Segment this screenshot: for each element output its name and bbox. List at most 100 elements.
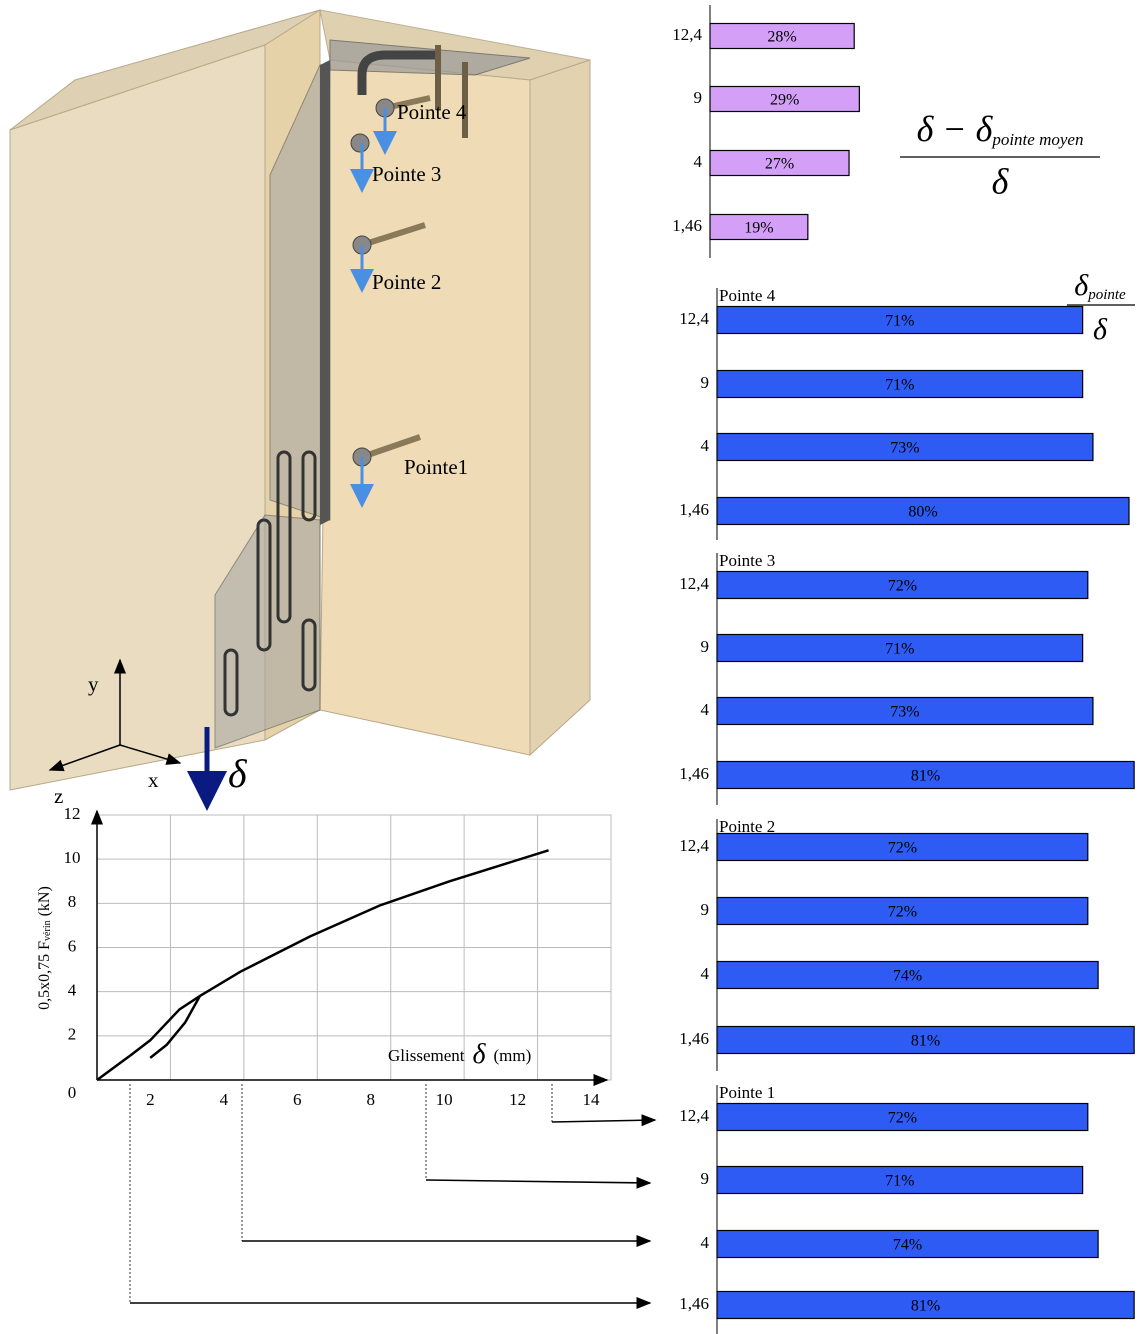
value-label: 72% [888, 904, 917, 921]
value-label: 28% [767, 29, 796, 46]
value-label: 19% [744, 220, 773, 237]
value-label: 81% [911, 1033, 940, 1050]
value-label: 74% [893, 1237, 922, 1254]
delta-symbol: δ [228, 751, 248, 796]
value-label: 72% [888, 840, 917, 857]
category-label: 9 [694, 88, 703, 107]
slot [256, 518, 272, 652]
axis-arrow [119, 744, 182, 765]
value-label: 72% [888, 1110, 917, 1127]
value-label: 81% [911, 1298, 940, 1315]
bar [716, 1290, 1135, 1320]
x-tick-label: 2 [146, 1090, 155, 1109]
category-label: 12,4 [672, 25, 702, 44]
value-label: 72% [888, 578, 917, 595]
nail [361, 434, 421, 460]
bar [709, 213, 809, 241]
value-label: 27% [765, 156, 794, 173]
nail-label: Pointe 2 [372, 270, 441, 294]
formula-numerator: δpointe [1074, 269, 1126, 304]
formula-main: δ [1074, 269, 1089, 302]
slot [276, 450, 292, 624]
guide-arrow [551, 1114, 657, 1127]
panel-title: Pointe 4 [719, 286, 776, 305]
value-label: 80% [908, 504, 937, 521]
category-label: 9 [701, 900, 710, 919]
category-label: 1,46 [679, 500, 709, 519]
y-tick-label: 4 [68, 981, 77, 1000]
y-axis-title-unit: (kN) [36, 886, 53, 916]
y-axis-title-main: 0,5x0,75 F [36, 941, 53, 1010]
value-label: 81% [911, 768, 940, 785]
axis-name: y [88, 672, 99, 696]
bar [709, 85, 860, 113]
bar [716, 1165, 1084, 1195]
value-label: 71% [885, 641, 914, 658]
bar [716, 960, 1099, 990]
nail [361, 222, 426, 248]
x-axis-title-symbol: δ [473, 1039, 487, 1070]
x-tick-label: 12 [509, 1090, 526, 1109]
category-label: 12,4 [679, 574, 709, 593]
category-label: 4 [701, 964, 710, 983]
axis-name: z [54, 784, 63, 808]
x-axis-title-main: Glissement [388, 1046, 465, 1065]
y-tick-label: 12 [64, 804, 81, 823]
value-label: 29% [770, 92, 799, 109]
category-label: 1,46 [679, 764, 709, 783]
y-axis-title-sub: vérin [42, 920, 53, 941]
slot [301, 618, 317, 692]
category-label: 9 [701, 373, 710, 392]
axis-arrow [48, 744, 121, 772]
guide-arrow [425, 1176, 652, 1189]
nail-top [357, 50, 435, 95]
bar [716, 760, 1135, 790]
value-label: 74% [893, 968, 922, 985]
bar [716, 1229, 1099, 1259]
x-axis-title-unit: (mm) [494, 1046, 532, 1065]
y-tick-label: 2 [68, 1025, 77, 1044]
formula-denominator: δ [1093, 313, 1108, 346]
formula-denominator: δ [992, 161, 1010, 201]
illustration: Pointe 4 Pointe 3 Pointe 2 Pointe1 y x z… [9, 9, 591, 811]
category-label: 9 [701, 1169, 710, 1188]
bar [716, 305, 1084, 335]
value-label: 71% [885, 377, 914, 394]
bar [716, 496, 1130, 526]
plate-edge [320, 60, 330, 525]
nail-label: Pointe 4 [397, 100, 467, 124]
category-label: 12,4 [679, 1106, 709, 1125]
category-label: 12,4 [679, 836, 709, 855]
nail-label: Pointe 3 [372, 162, 441, 186]
formula-numerator: δ − δpointe moyen [917, 109, 1084, 149]
axis-name: x [148, 768, 159, 792]
right-block-side [529, 59, 591, 757]
panel-title: Pointe 3 [719, 551, 775, 570]
bar [716, 832, 1089, 862]
bar [709, 149, 850, 177]
formula-subscript: pointe moyen [991, 130, 1083, 149]
x-tick-label: 6 [293, 1090, 302, 1109]
nail-head [350, 133, 370, 153]
category-label: 4 [694, 152, 703, 171]
y-tick-label: 8 [68, 892, 77, 911]
bar [716, 1102, 1089, 1132]
category-label: 1,46 [679, 1029, 709, 1048]
y-tick-label: 10 [64, 848, 81, 867]
value-label: 71% [885, 313, 914, 330]
value-label: 71% [885, 1173, 914, 1190]
category-label: 4 [701, 1233, 710, 1252]
bar [716, 1025, 1135, 1055]
panel-title: Pointe 2 [719, 817, 775, 836]
category-label: 4 [701, 700, 710, 719]
nail-label: Pointe1 [404, 455, 468, 479]
bar [716, 570, 1089, 600]
x-tick-label: 14 [583, 1090, 601, 1109]
category-label: 1,46 [679, 1294, 709, 1313]
formula-subscript: pointe [1087, 287, 1126, 303]
bar [716, 432, 1094, 462]
bar [716, 696, 1094, 726]
x-axis-title: Glissement δ (mm) [388, 1039, 531, 1070]
category-label: 4 [701, 436, 710, 455]
